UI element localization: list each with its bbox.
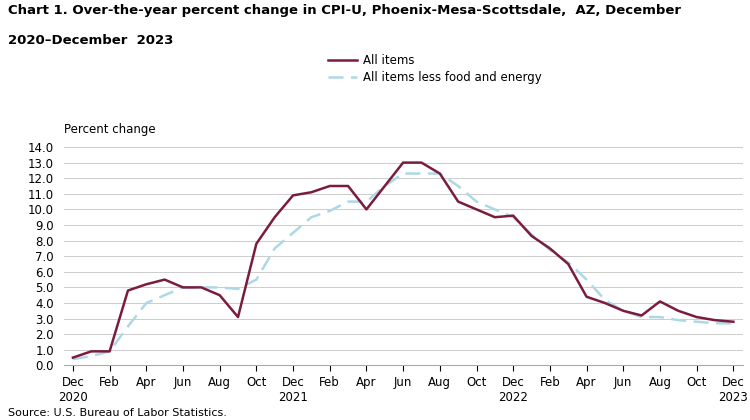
Text: Chart 1. Over-the-year percent change in CPI-U, Phoenix-Mesa-Scottsdale,  AZ, De: Chart 1. Over-the-year percent change in… bbox=[8, 4, 680, 17]
Text: 2020–December  2023: 2020–December 2023 bbox=[8, 34, 172, 47]
Text: Source: U.S. Bureau of Labor Statistics.: Source: U.S. Bureau of Labor Statistics. bbox=[8, 408, 226, 418]
Legend: All items, All items less food and energy: All items, All items less food and energ… bbox=[328, 54, 542, 84]
Text: Percent change: Percent change bbox=[64, 123, 155, 136]
